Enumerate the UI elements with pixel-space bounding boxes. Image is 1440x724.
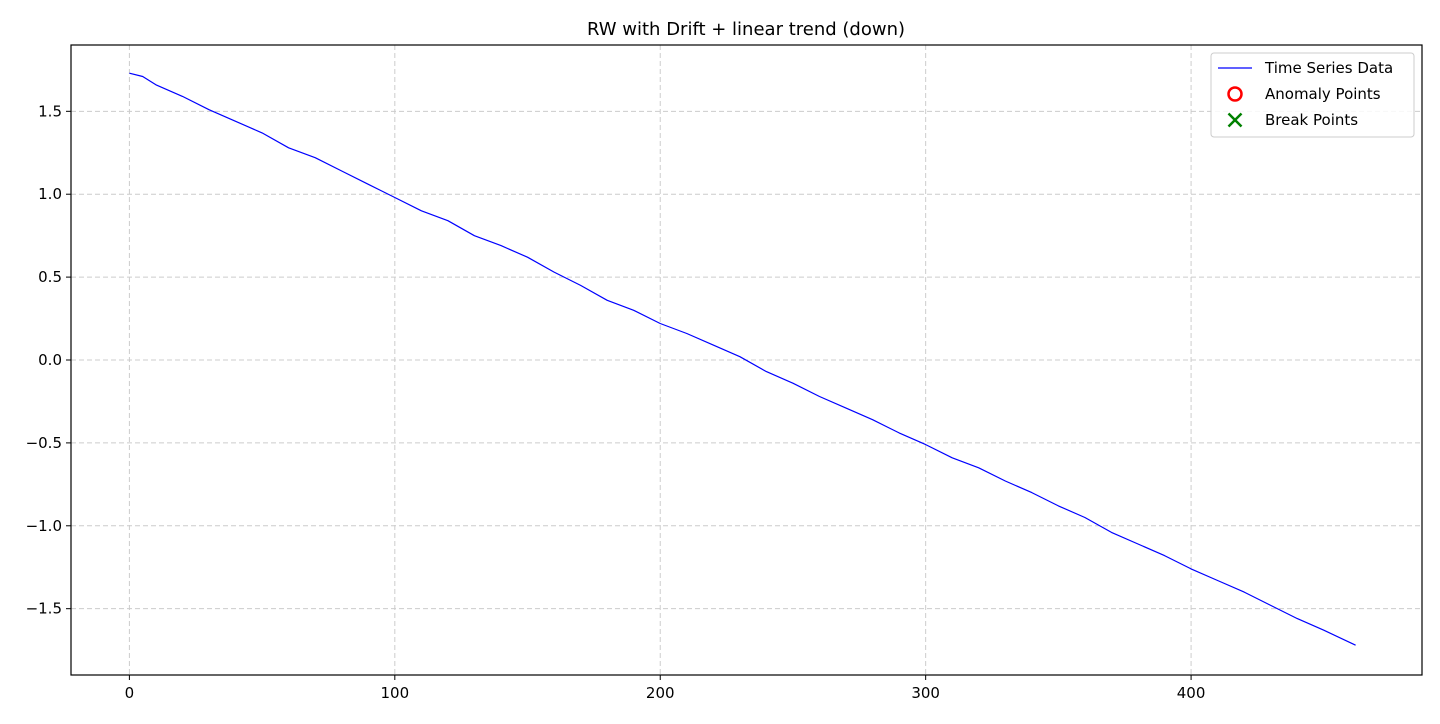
- chart-title: RW with Drift + linear trend (down): [587, 19, 905, 40]
- grid-lines: [71, 45, 1422, 675]
- y-tick-label: −1.5: [26, 600, 62, 618]
- legend-box: [1210, 52, 1415, 138]
- axes: 0 100 200 300 400 −1.5 −1.0 −0.5 0.0 0.5 1.0 1.5: [26, 44, 1423, 702]
- legend-label: Time Series Data: [1264, 59, 1393, 77]
- y-tick-label: 0.5: [38, 268, 62, 286]
- y-tick-label: −0.5: [26, 434, 62, 452]
- y-tick-label: 0.0: [38, 351, 62, 369]
- x-tick-label: 0: [125, 684, 135, 702]
- x-tick-label: 300: [911, 684, 940, 702]
- legend: Time Series Data Anomaly Points Break Poin…: [1210, 52, 1415, 138]
- y-tick-label: −1.0: [26, 517, 62, 535]
- y-tick-label: 1.5: [38, 102, 62, 120]
- legend-label: Break Points: [1265, 111, 1358, 129]
- x-tick-label: 400: [1177, 684, 1206, 702]
- x-tick-label: 100: [380, 684, 409, 702]
- x-tick-label: 200: [646, 684, 675, 702]
- legend-circle-marker: [1227, 86, 1243, 102]
- legend-label: Anomaly Points: [1265, 85, 1381, 103]
- y-tick-label: 1.0: [38, 185, 62, 203]
- series-line: [129, 72, 1356, 646]
- series-layer: [129, 72, 1356, 646]
- legend-x-marker: [1227, 112, 1243, 128]
